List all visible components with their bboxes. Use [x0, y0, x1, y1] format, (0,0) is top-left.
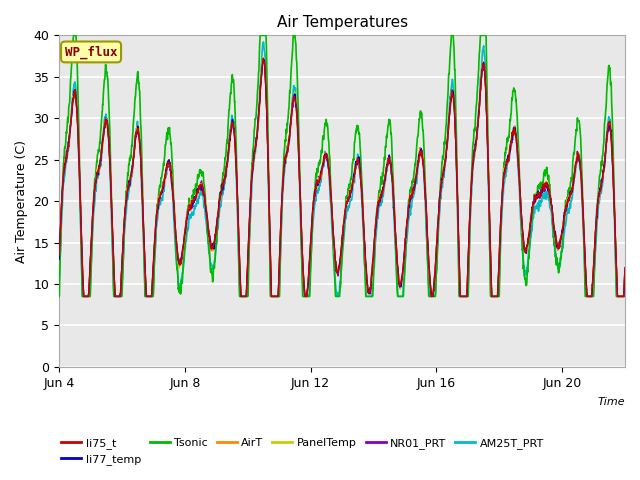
Text: Time: Time: [597, 397, 625, 408]
Title: Air Temperatures: Air Temperatures: [276, 15, 408, 30]
Text: WP_flux: WP_flux: [65, 45, 117, 59]
Legend: li75_t, li77_temp, Tsonic, AirT, PanelTemp, NR01_PRT, AM25T_PRT: li75_t, li77_temp, Tsonic, AirT, PanelTe…: [57, 433, 548, 469]
Y-axis label: Air Temperature (C): Air Temperature (C): [15, 140, 28, 263]
